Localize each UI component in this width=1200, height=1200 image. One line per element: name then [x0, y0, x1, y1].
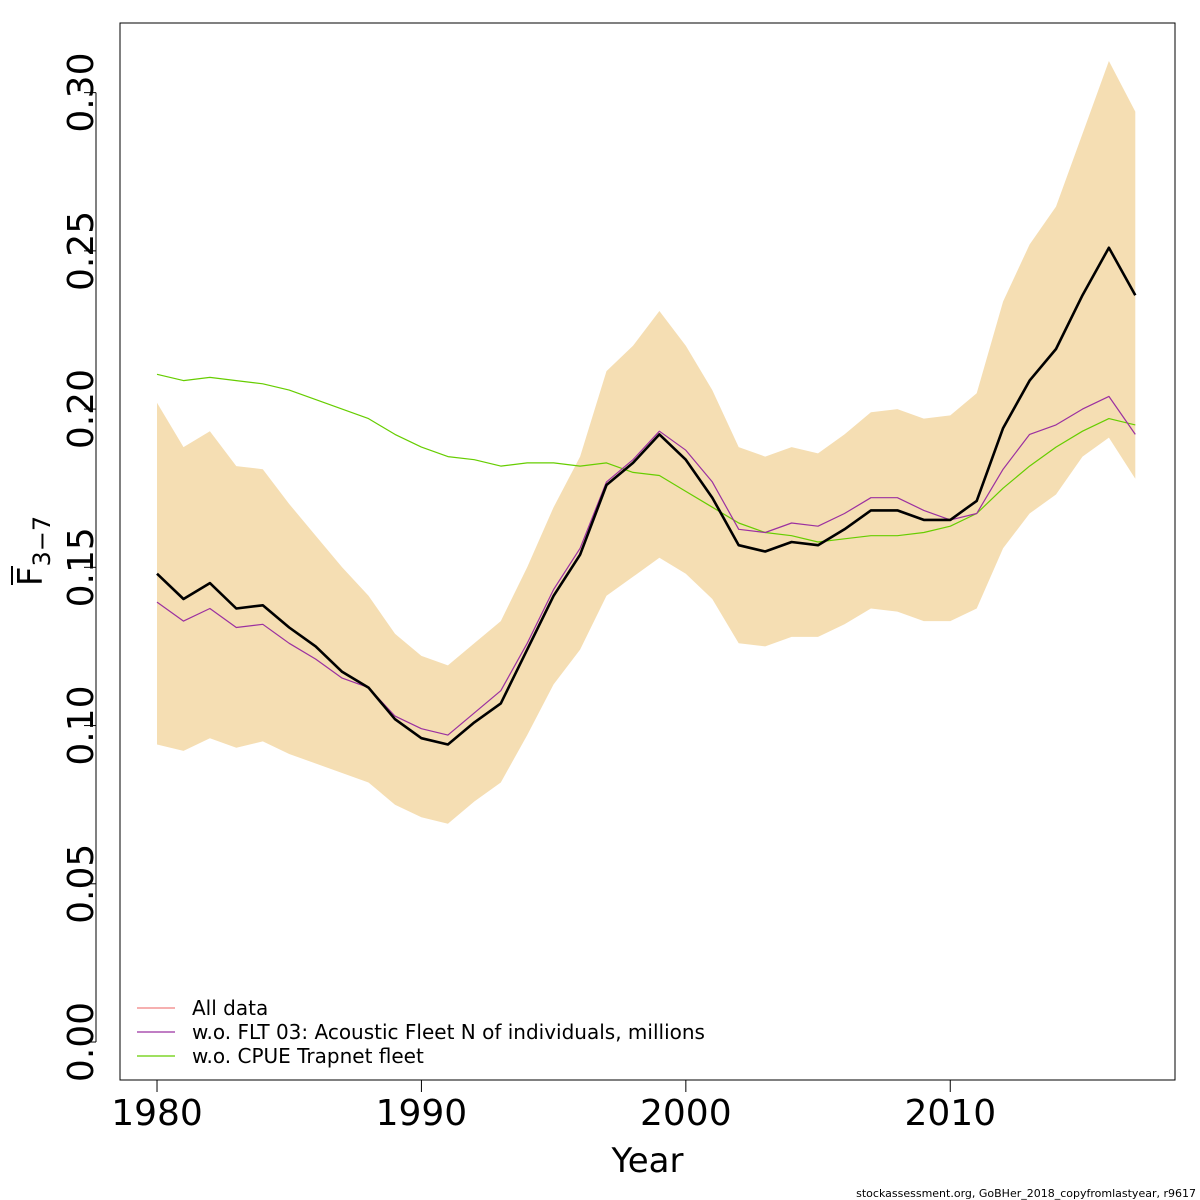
y-tick-label: 0.10 [61, 686, 102, 766]
y-axis-title-symbol: F [11, 567, 51, 587]
x-tick-label: 2010 [904, 1093, 996, 1134]
x-tick-label: 1980 [111, 1093, 203, 1134]
y-axis-title-main: F3−7 [11, 516, 56, 586]
y-tick-label: 0.00 [61, 1002, 102, 1082]
y-tick-label: 0.20 [61, 369, 102, 449]
x-axis: 1980 1990 2000 2010 [111, 1079, 996, 1134]
x-tick-label: 2000 [640, 1093, 732, 1134]
confidence-band [157, 61, 1136, 824]
legend-label-2: w.o. CPUE Trapnet fleet [192, 1044, 424, 1068]
x-tick-label: 1990 [376, 1093, 468, 1134]
y-tick-label: 0.05 [61, 844, 102, 924]
y-tick-label: 0.30 [61, 53, 102, 133]
x-axis-title: Year [611, 1141, 684, 1181]
series-layer [156, 246, 1137, 746]
legend-label-0: All data [192, 996, 268, 1020]
footer-credit: stockassessment.org, GoBHer_2018_copyfro… [856, 1187, 1196, 1200]
y-axis: 0.00 0.05 0.10 0.15 0.20 0.25 0.30 [61, 53, 102, 1083]
series-line-0 [156, 246, 1137, 746]
confidence-band-layer [157, 61, 1136, 824]
y-tick-label: 0.15 [61, 527, 102, 607]
legend-label-1: w.o. FLT 03: Acoustic Fleet N of individ… [192, 1020, 705, 1044]
y-axis-title-subscript: 3−7 [28, 516, 56, 567]
series-line-2 [156, 373, 1136, 543]
y-tick-label: 0.25 [61, 211, 102, 291]
y-axis-title: F3−7 [11, 516, 56, 586]
series-line-1 [156, 395, 1136, 736]
